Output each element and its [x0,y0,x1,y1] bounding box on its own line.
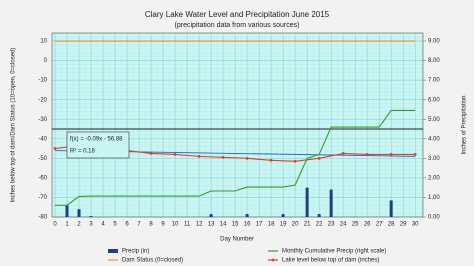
x-tick-label: 15 [232,222,239,228]
series-marker [269,158,273,162]
trend-r-squared: R² = 0.18 [70,149,96,155]
x-tick-label: 5 [113,222,117,228]
y2-tick-label: 5.00 [428,117,440,123]
y-tick-label: 10 [40,39,47,45]
series-marker [173,153,177,156]
legend-label: Lake level below top of dam (inches) [282,258,379,264]
y-tick-label: -70 [38,195,47,201]
x-tick-label: 14 [220,222,227,228]
legend-swatch [108,249,118,253]
x-tick-label: 1 [65,222,69,228]
legend-label: Precip (in) [122,249,149,255]
x-tick-label: 18 [268,222,275,228]
x-tick-label: 26 [364,222,371,228]
legend-label: Dam Status (0=closed) [122,258,183,264]
plot-frame [51,32,424,218]
legend-item: Precip (in) [108,249,149,255]
series-marker [197,154,201,158]
precip-bar [245,214,249,217]
y2-tick-label: 6.00 [428,97,440,103]
x-tick-label: 10 [172,222,179,228]
precip-bar [77,209,81,217]
y2-tick-label: 8.00 [428,58,440,64]
x-tick-label: 23 [328,222,335,228]
x-tick-label: 13 [208,222,215,228]
x-tick-label: 7 [137,222,141,228]
x-tick-label: 28 [388,222,395,228]
x-tick-label: 12 [196,222,203,228]
y2-tick-label: 7.00 [428,78,440,84]
y-tick-label: -60 [38,175,47,181]
y2-tick-label: 3.00 [428,156,440,162]
series-marker [221,155,225,159]
precip-bar [317,214,321,217]
y2-tick-label: 4.00 [428,136,440,142]
annotation-box [66,131,130,159]
x-tick-label: 25 [352,222,359,228]
x-tick-label: 27 [376,222,383,228]
series-marker [293,159,297,163]
precip-bar [389,200,393,217]
trend-equation: f(x) = -0.09x - 56.88 [70,137,123,143]
legend-item: Monthly Cumulative Precip (right scale) [268,249,386,255]
x-tick-label: 3 [89,222,93,228]
series-marker [341,152,345,155]
y-axis-label: Inches below top of dam/Dam Status (10=o… [11,48,17,203]
precip-bar [281,214,285,217]
precip-bar [305,187,309,217]
y2-tick-label: 2.00 [428,175,440,181]
x-tick-label: 0 [53,222,57,228]
y-tick-label: -50 [38,156,47,162]
x-tick-label: 16 [244,222,251,228]
precip-bar [329,189,333,217]
series-marker [245,156,249,160]
trend-annotation: f(x) = -0.09x - 56.88 R² = 0.18 [66,131,130,159]
legend-item: Lake level below top of dam (inches) [268,258,379,264]
y-tick-label: -20 [38,97,47,103]
x-tick-label: 29 [400,222,407,228]
y2-tick-label: 1.00 [428,195,440,201]
plot-layer [51,32,426,218]
precip-bar [89,216,93,217]
y-tick-label: -80 [38,215,47,221]
precip-bar [65,205,69,217]
series-marker [389,153,393,156]
x-tick-label: 9 [161,222,165,228]
x-tick-label: 4 [101,222,105,228]
series-marker [149,152,153,155]
x-tick-label: 2 [77,222,81,228]
x-tick-label: 8 [149,222,153,228]
chart-subtitle: (precipitation data from various sources… [175,22,300,29]
series-marker [365,153,369,156]
y2-axis-label: Inches of Precipitation [462,95,468,154]
x-tick-label: 30 [412,222,419,228]
y-tick-label: 0 [44,58,48,64]
y-tick-label: -30 [38,117,47,123]
x-tick-label: 20 [292,222,299,228]
legend-label: Monthly Cumulative Precip (right scale) [282,249,386,255]
x-tick-label: 24 [340,222,347,228]
y2-tick-label: 9.00 [428,39,440,45]
y-tick-label: -10 [38,78,47,84]
x-tick-label: 17 [256,222,263,228]
x-tick-label: 6 [125,222,129,228]
legend-marker [271,258,275,262]
plot-fine-grid [52,33,423,217]
series-marker [53,147,57,150]
y2-tick-label: 0.00 [428,215,440,221]
x-tick-label: 11 [184,222,191,228]
y-tick-label: -40 [38,136,47,142]
series-marker [413,153,417,156]
series-marker [317,156,321,160]
x-axis-label: Day Number [220,237,254,243]
series-line [55,109,416,206]
x-tick-label: 21 [304,222,311,228]
legend-item: Dam Status (0=closed) [108,258,183,264]
precip-bar [209,214,213,217]
x-tick-label: 19 [280,222,287,228]
x-tick-label: 22 [316,222,323,228]
chart-title: Clary Lake Water Level and Precipitation… [145,10,330,19]
